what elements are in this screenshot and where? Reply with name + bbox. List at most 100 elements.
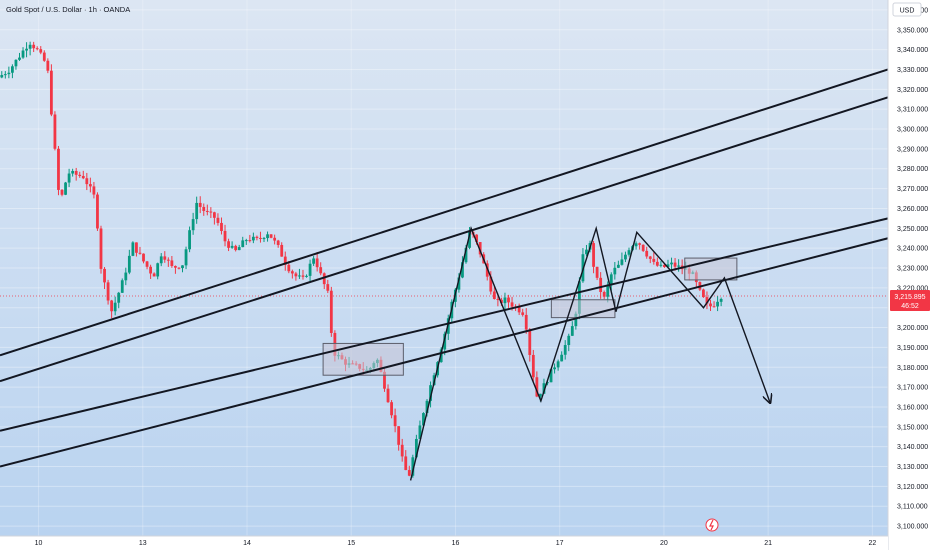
candle-down[interactable] — [705, 297, 709, 304]
candle-down[interactable] — [177, 267, 181, 269]
candle-up[interactable] — [716, 301, 719, 307]
candle-up[interactable] — [7, 72, 11, 75]
candle-up[interactable] — [298, 275, 301, 277]
candle-down[interactable] — [216, 217, 220, 223]
candle-up[interactable] — [609, 274, 613, 286]
candle-down[interactable] — [88, 184, 92, 187]
candle-down[interactable] — [322, 273, 326, 285]
candle-down[interactable] — [280, 244, 284, 257]
candle-down[interactable] — [138, 252, 142, 254]
candle-down[interactable] — [648, 256, 652, 259]
candle-down[interactable] — [393, 415, 397, 427]
candle-down[interactable] — [595, 266, 599, 278]
candle-up[interactable] — [414, 438, 418, 458]
candle-up[interactable] — [251, 236, 255, 241]
candle-up[interactable] — [71, 170, 75, 174]
candle-down[interactable] — [39, 49, 43, 53]
candle-down[interactable] — [166, 259, 170, 261]
candle-up[interactable] — [131, 242, 135, 256]
candle-up[interactable] — [312, 258, 316, 264]
candle-down[interactable] — [273, 237, 277, 241]
candle-down[interactable] — [404, 456, 408, 471]
candle-up[interactable] — [468, 231, 471, 248]
candle-up[interactable] — [3, 74, 7, 76]
candle-down[interactable] — [524, 314, 528, 330]
candle-down[interactable] — [400, 444, 404, 457]
candle-down[interactable] — [85, 178, 89, 185]
candle-down[interactable] — [74, 170, 78, 175]
candle-down[interactable] — [135, 242, 138, 253]
trend-line[interactable] — [0, 237, 889, 468]
candle-down[interactable] — [386, 388, 390, 403]
candle-down[interactable] — [209, 211, 213, 213]
candle-down[interactable] — [315, 258, 319, 268]
candle-down[interactable] — [641, 244, 645, 251]
candle-down[interactable] — [32, 44, 36, 49]
pattern-projection[interactable] — [409, 225, 771, 481]
candle-up[interactable] — [124, 272, 128, 281]
candle-up[interactable] — [305, 275, 308, 277]
trend-line[interactable] — [0, 68, 889, 357]
candle-down[interactable] — [602, 292, 606, 297]
candle-up[interactable] — [556, 361, 560, 368]
candle-up[interactable] — [184, 249, 188, 266]
candle-up[interactable] — [503, 297, 507, 304]
candle-up[interactable] — [677, 265, 681, 267]
candle-down[interactable] — [283, 256, 287, 265]
candle-up[interactable] — [606, 285, 610, 297]
trend-line[interactable] — [0, 96, 889, 383]
candle-down[interactable] — [319, 267, 323, 274]
candle-up[interactable] — [616, 264, 620, 268]
candle-down[interactable] — [397, 426, 401, 445]
candle-down[interactable] — [57, 148, 60, 190]
candle-up[interactable] — [181, 265, 184, 269]
candle-down[interactable] — [223, 230, 227, 242]
candle-down[interactable] — [78, 174, 82, 176]
candle-down[interactable] — [390, 402, 393, 416]
candle-up[interactable] — [127, 255, 131, 273]
candle-up[interactable] — [443, 333, 447, 350]
candle-up[interactable] — [113, 302, 117, 312]
candle-down[interactable] — [42, 52, 46, 61]
candle-up[interactable] — [634, 243, 638, 247]
candle-up[interactable] — [659, 264, 663, 266]
candle-up[interactable] — [574, 313, 578, 327]
candle-down[interactable] — [49, 70, 53, 115]
candle-down[interactable] — [53, 114, 57, 149]
candle-up[interactable] — [411, 457, 415, 476]
candle-up[interactable] — [429, 385, 432, 401]
candle-up[interactable] — [117, 292, 121, 303]
candle-down[interactable] — [521, 312, 525, 315]
candle-up[interactable] — [28, 44, 32, 49]
candle-up[interactable] — [567, 335, 571, 346]
candle-down[interactable] — [174, 265, 177, 268]
candle-up[interactable] — [422, 413, 425, 426]
candle-down[interactable] — [220, 222, 223, 231]
time-axis-panel[interactable] — [0, 536, 888, 550]
candle-down[interactable] — [259, 237, 262, 239]
candle-down[interactable] — [329, 290, 333, 333]
candle-down[interactable] — [645, 250, 649, 257]
candle-up[interactable] — [11, 66, 14, 73]
candle-down[interactable] — [478, 242, 482, 255]
candle-down[interactable] — [276, 240, 280, 245]
candle-down[interactable] — [106, 282, 110, 301]
candle-down[interactable] — [110, 300, 114, 312]
candle-down[interactable] — [255, 236, 259, 238]
candle-down[interactable] — [531, 354, 535, 378]
candle-up[interactable] — [241, 240, 245, 248]
candle-down[interactable] — [383, 371, 386, 389]
event-marker[interactable] — [705, 518, 719, 532]
price-axis-panel[interactable] — [888, 0, 932, 550]
candle-up[interactable] — [262, 238, 266, 240]
candle-up[interactable] — [18, 57, 21, 60]
candle-down[interactable] — [142, 253, 145, 262]
candle-up[interactable] — [14, 59, 18, 67]
candle-down[interactable] — [46, 60, 50, 71]
candle-up[interactable] — [542, 383, 546, 394]
candle-up[interactable] — [237, 247, 241, 251]
candle-up[interactable] — [25, 48, 28, 51]
candle-down[interactable] — [81, 175, 85, 179]
candle-up[interactable] — [188, 230, 191, 250]
candle-down[interactable] — [535, 377, 539, 397]
